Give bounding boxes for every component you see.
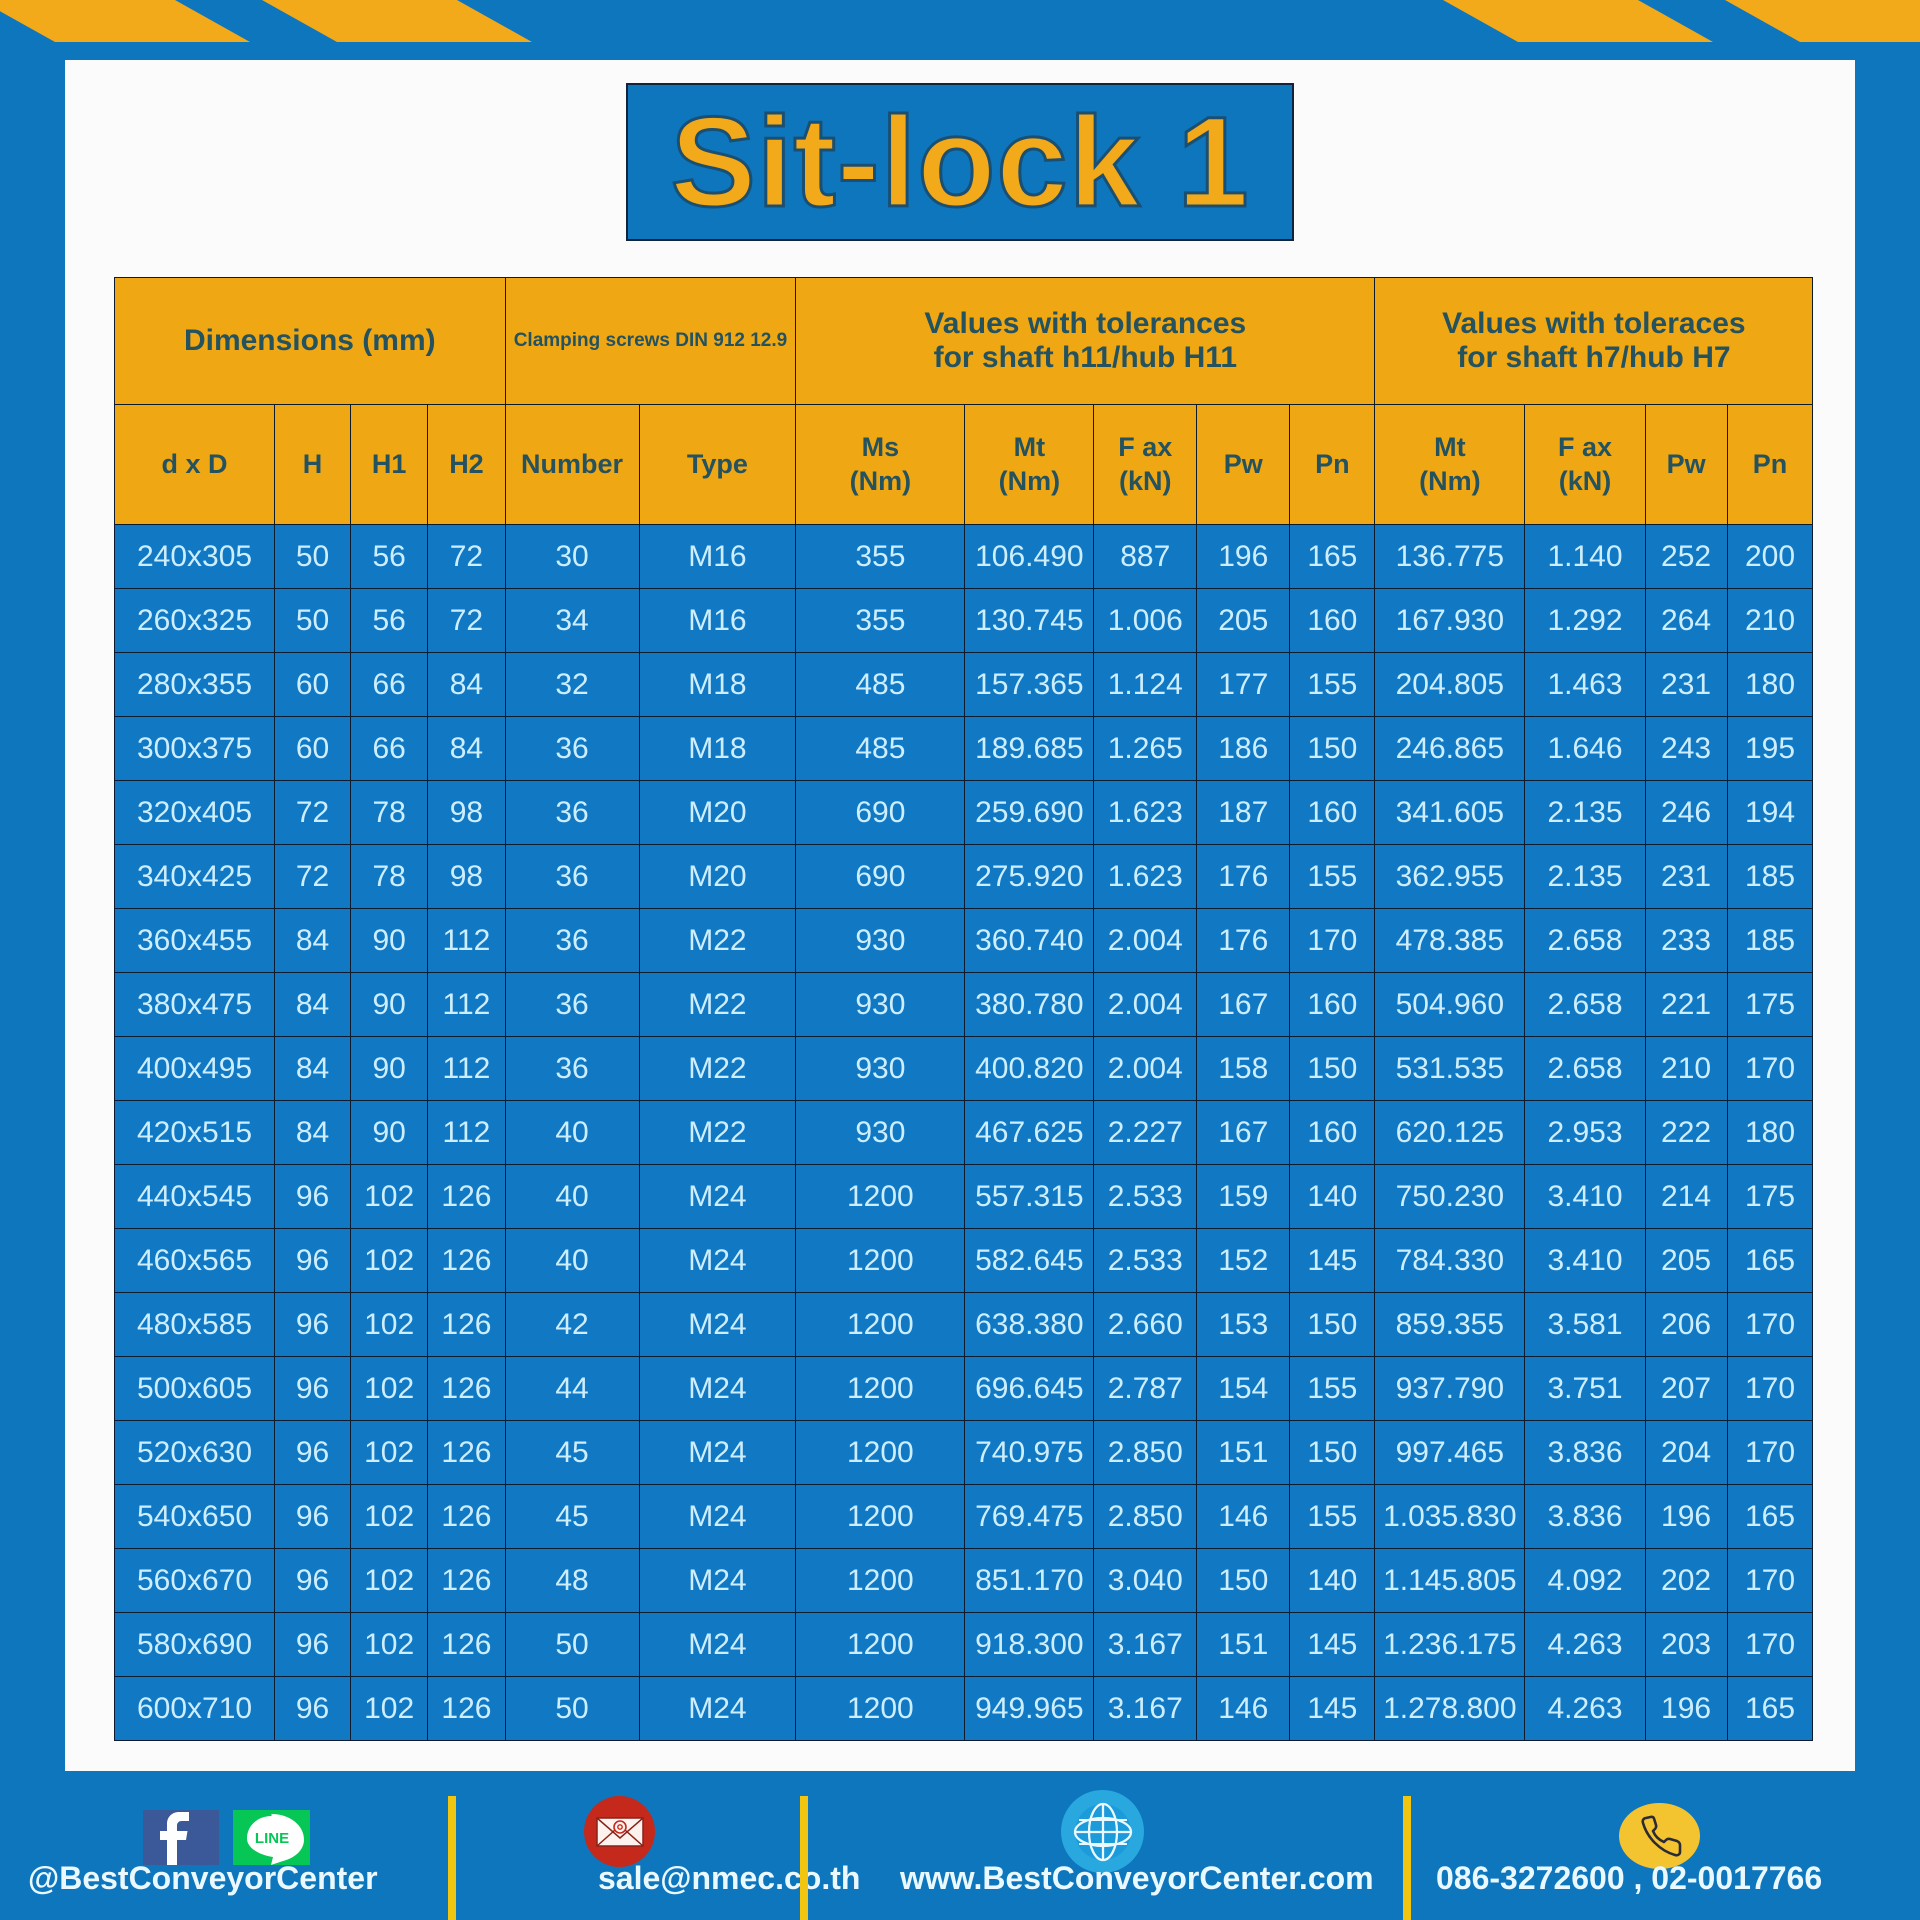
svg-text:LINE: LINE — [255, 1830, 289, 1847]
